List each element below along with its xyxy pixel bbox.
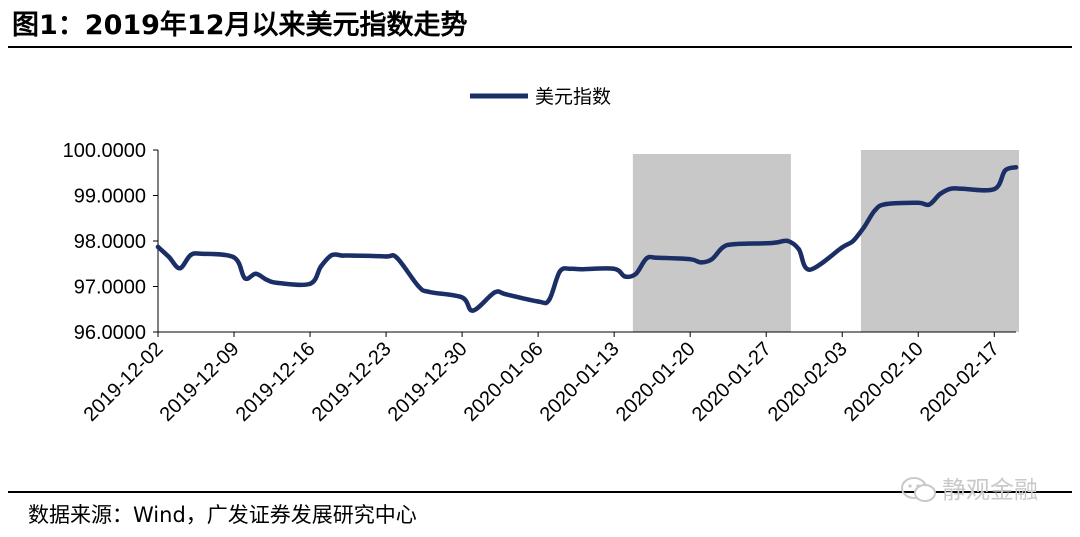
data-point xyxy=(264,277,269,282)
data-point xyxy=(840,245,845,250)
y-tick-label: 98.0000 xyxy=(74,231,146,253)
data-point xyxy=(655,255,660,260)
x-tick-label: 2020-01-13 xyxy=(536,338,624,426)
data-point xyxy=(622,274,628,279)
data-point xyxy=(459,295,465,300)
data-point xyxy=(883,201,888,207)
data-point xyxy=(688,257,693,262)
y-axis-ticks: 96.0000 97.0000 98.0000 99.0000 100.0000 xyxy=(63,140,158,344)
data-point xyxy=(351,253,356,258)
data-point xyxy=(1013,165,1019,170)
data-point xyxy=(785,238,791,244)
x-tick-label: 2020-02-17 xyxy=(916,338,1004,426)
data-point xyxy=(546,297,552,303)
data-point xyxy=(731,242,736,247)
line-chart: 96.0000 97.0000 98.0000 99.0000 100.0000 201… xyxy=(63,86,1019,426)
data-point xyxy=(807,267,812,272)
data-point xyxy=(720,245,725,250)
x-tick-label: 2020-02-03 xyxy=(764,338,852,426)
y-tick-label: 100.0000 xyxy=(63,140,146,162)
data-point xyxy=(503,292,508,297)
y-tick-label: 99.0000 xyxy=(74,186,146,208)
y-tick-label: 97.0000 xyxy=(74,277,146,299)
x-tick-label: 2020-02-10 xyxy=(840,338,928,426)
data-source: 数据来源：Wind，广发证券发展研究中心 xyxy=(28,503,417,527)
data-point xyxy=(861,225,867,230)
x-tick-label: 2020-01-27 xyxy=(688,338,776,426)
data-point xyxy=(698,260,704,265)
x-axis-ticks: 2019-12-022019-12-092019-12-162019-12-23… xyxy=(80,332,1004,426)
data-point xyxy=(177,266,182,271)
data-point xyxy=(1002,168,1008,173)
watermark-text: 静观金融 xyxy=(942,476,1038,504)
data-point xyxy=(937,191,943,197)
shaded-periods xyxy=(632,150,1019,332)
data-point xyxy=(492,290,497,295)
data-point xyxy=(394,255,400,260)
y-tick-label: 96.0000 xyxy=(74,322,146,344)
data-point xyxy=(199,251,204,256)
data-point xyxy=(568,266,573,271)
chart-title: 图1：2019年12月以来美元指数走势 xyxy=(12,10,468,41)
data-point xyxy=(774,240,780,245)
data-point xyxy=(959,186,964,191)
watermark: 静观金融 xyxy=(900,472,1038,508)
legend-label: 美元指数 xyxy=(535,86,611,108)
x-tick-label: 2020-01-20 xyxy=(612,338,700,426)
data-point xyxy=(872,208,877,213)
data-point xyxy=(579,267,584,272)
data-point xyxy=(535,299,541,304)
data-point xyxy=(340,253,345,258)
data-point xyxy=(427,289,432,295)
x-tick-label: 2019-12-30 xyxy=(384,338,472,426)
data-point xyxy=(155,244,161,250)
data-point xyxy=(612,266,617,271)
chart-legend: 美元指数 xyxy=(470,86,611,108)
data-point xyxy=(926,202,932,207)
shaded-period-2 xyxy=(860,150,1019,332)
data-point xyxy=(383,254,389,259)
data-point xyxy=(416,284,421,289)
title-divider xyxy=(8,46,1072,48)
footer-divider xyxy=(8,491,1072,493)
data-point xyxy=(307,281,313,286)
x-tick-label: 2019-12-16 xyxy=(232,338,320,426)
x-tick-label: 2019-12-02 xyxy=(80,338,168,426)
data-point xyxy=(796,247,801,252)
x-tick-label: 2019-12-09 xyxy=(156,338,244,426)
data-point xyxy=(644,256,649,261)
data-point xyxy=(166,254,172,260)
data-point xyxy=(275,280,280,286)
data-point xyxy=(557,269,562,274)
x-tick-label: 2019-12-23 xyxy=(308,338,396,426)
data-point xyxy=(470,308,476,313)
data-point xyxy=(242,276,248,281)
data-point xyxy=(992,186,997,192)
x-tick-label: 2020-01-06 xyxy=(460,338,548,426)
data-point xyxy=(318,264,324,269)
data-point xyxy=(709,257,715,262)
data-point xyxy=(253,271,258,276)
chat-bubble-icon xyxy=(901,477,936,502)
data-point xyxy=(764,241,769,246)
data-point xyxy=(188,252,193,258)
data-point xyxy=(231,255,237,260)
data-point xyxy=(633,271,639,276)
data-point xyxy=(329,252,334,258)
data-point xyxy=(850,238,856,244)
data-point xyxy=(948,186,953,191)
data-point xyxy=(916,200,921,205)
series-group xyxy=(155,165,1019,313)
